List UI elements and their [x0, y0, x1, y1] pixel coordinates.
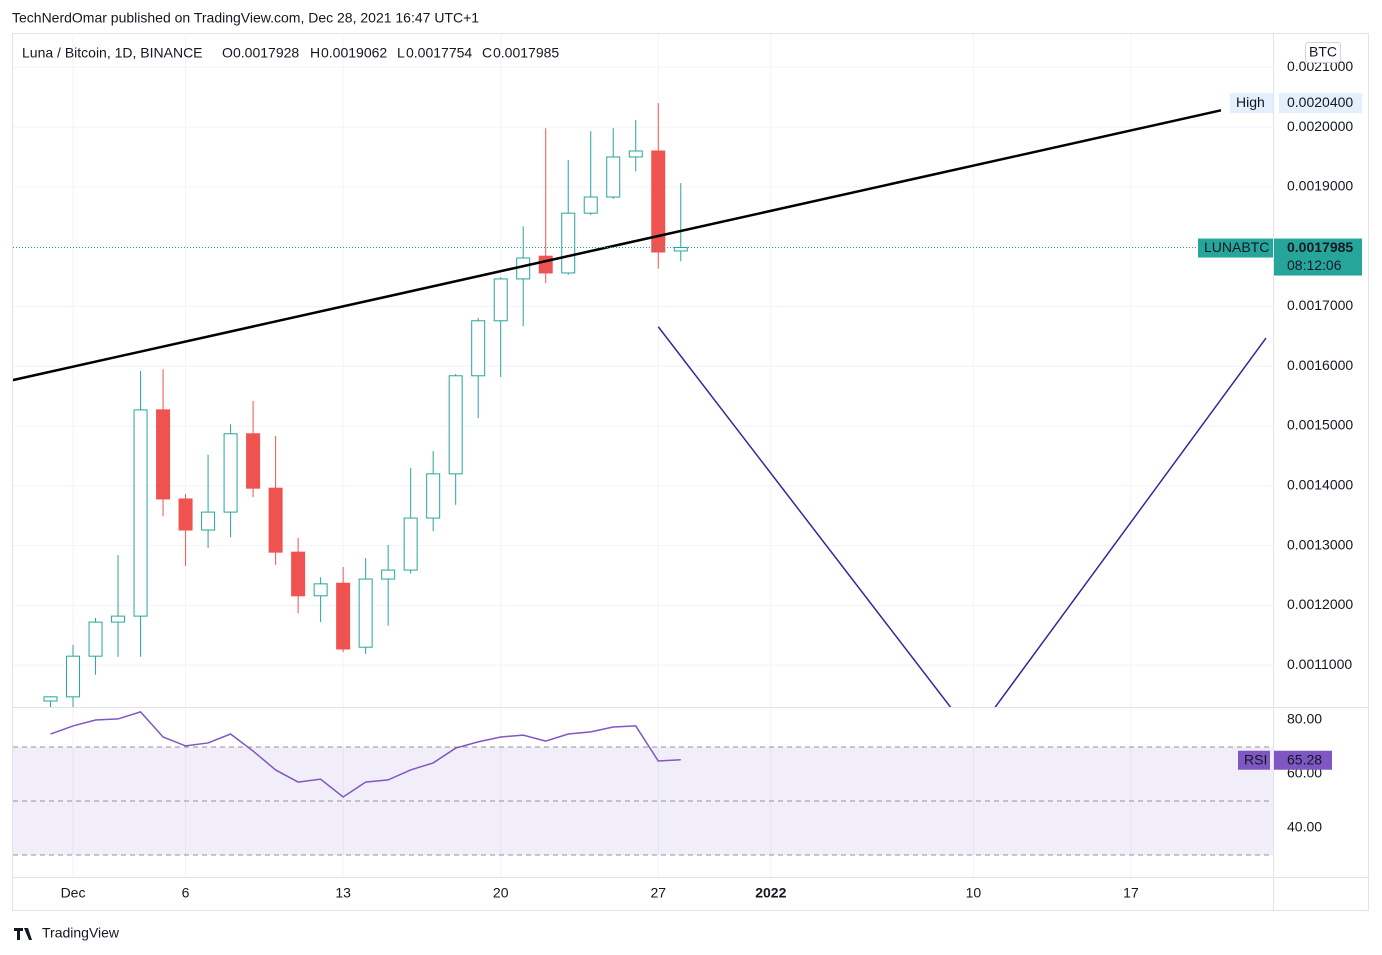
ohlc-value: 0.0017928 [233, 45, 299, 61]
price-pane [13, 35, 1273, 707]
currency-button[interactable] [1305, 42, 1341, 63]
candle-body [201, 511, 216, 531]
candle-body [43, 696, 58, 702]
symbol-tag [1198, 238, 1273, 258]
candle-body [111, 615, 126, 623]
rsi-value: 65.28 [1287, 751, 1322, 767]
y-tick-label: 0.0015000 [1287, 417, 1353, 433]
rsi-value-tag [1274, 750, 1332, 770]
y-tick-label: 0.0016000 [1287, 357, 1353, 373]
ohlc-value: 0.0017985 [493, 45, 559, 61]
candle-body [66, 655, 81, 698]
logo: TradingView [14, 925, 120, 941]
candle-body [336, 582, 351, 650]
high-tag [1230, 93, 1273, 114]
high-value: 0.0020400 [1287, 94, 1353, 110]
candle-body [358, 578, 373, 648]
ohlc-value: 0.0019062 [321, 45, 387, 61]
y-tick-label: 0.0013000 [1287, 536, 1353, 552]
candle-body [291, 551, 306, 597]
candle-body [583, 196, 598, 214]
ohlc-name: O [222, 45, 233, 61]
x-tick-label: 13 [335, 885, 351, 901]
candle-body [471, 320, 486, 377]
candle-body [426, 473, 441, 519]
rsi-pane [13, 708, 1273, 877]
candle-body [268, 487, 283, 553]
ohlc-value: 0.0017754 [406, 45, 472, 61]
candle-body [88, 621, 103, 657]
x-tick-label: 2022 [755, 885, 786, 901]
candle-body [403, 517, 418, 571]
y-tick-label: 0.0011000 [1287, 656, 1352, 672]
candle-body [381, 569, 396, 580]
currency[interactable]: BTC [1309, 44, 1337, 60]
candle-body [561, 212, 576, 274]
published: TechNerdOmar published on TradingView.co… [12, 10, 479, 26]
candle-body [673, 247, 688, 252]
y-tick-label: 0.0017000 [1287, 297, 1353, 313]
drawing-line [13, 109, 1222, 382]
ohlc-name: L [397, 45, 405, 61]
y-tick-label: 0.0014000 [1287, 476, 1353, 492]
rsi-tick-label: 40.00 [1287, 819, 1322, 835]
rsi-tick-label: 80.00 [1287, 711, 1322, 727]
chart-title: Luna / Bitcoin, 1D, BINANCE [22, 45, 203, 61]
candle-body [628, 150, 643, 158]
x-tick-label: 20 [493, 885, 509, 901]
candle-body [246, 433, 261, 489]
rsi-line [50, 711, 681, 798]
x-tick-label: Dec [61, 885, 86, 901]
candle-body [313, 583, 328, 597]
rsi-name-tag [1238, 750, 1270, 770]
candle-body [156, 409, 171, 500]
candle-body [133, 409, 148, 617]
last-price: 0.0017985 [1287, 239, 1353, 255]
x-tick-label: 17 [1123, 885, 1139, 901]
last-price-tag [1274, 238, 1362, 276]
countdown: 08:12:06 [1287, 257, 1342, 273]
ohlc-name: H [310, 45, 320, 61]
y-tick-label: 0.0012000 [1287, 596, 1353, 612]
y-tick-label: 0.0020000 [1287, 118, 1353, 134]
x-tick-label: 27 [650, 885, 666, 901]
rsi-name: RSI [1244, 751, 1267, 767]
logo-icon [14, 928, 32, 940]
candle-body [178, 498, 193, 531]
candle-body [606, 156, 621, 198]
y-tick-label: 0.0019000 [1287, 178, 1353, 194]
x-tick-label: 10 [966, 885, 982, 901]
candle-body [516, 257, 531, 280]
candle-body [448, 375, 463, 475]
x-tick-label: 6 [182, 885, 190, 901]
candle-body [493, 278, 508, 322]
candle-body [538, 255, 553, 274]
high-name: High [1236, 94, 1265, 110]
candle-body [223, 433, 238, 513]
high-value-tag [1279, 93, 1362, 114]
ohlc-name: C [482, 45, 492, 61]
logo-text: TradingView [42, 925, 120, 941]
frame [12, 33, 1369, 911]
symbol: LUNABTC [1204, 239, 1269, 255]
candle-body [651, 150, 666, 253]
drawing-line [657, 326, 1267, 707]
